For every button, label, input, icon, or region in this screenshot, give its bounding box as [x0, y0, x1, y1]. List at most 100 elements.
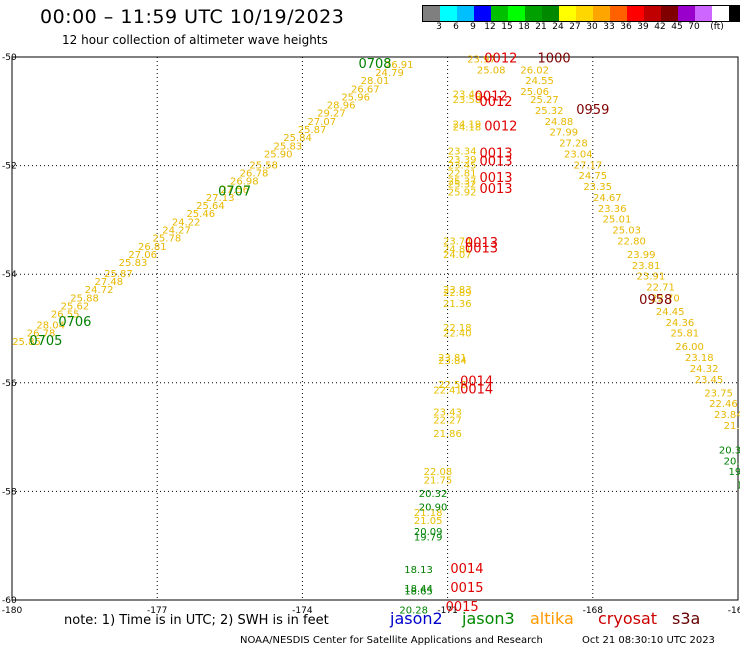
credit-text: NOAA/NESDIS Center for Satellite Applica… [240, 635, 543, 646]
color-swatch [474, 6, 491, 21]
wave-height-value: 26.81 [138, 242, 167, 253]
wave-height-value: 22.40 [443, 329, 472, 340]
pass-time-label: 0014 [450, 562, 483, 577]
wave-height-value: 24.32 [690, 364, 719, 375]
wave-height-value: 25.85 [12, 337, 41, 348]
wave-height-value: 26.02 [520, 65, 549, 76]
pass-time-label: 0013 [479, 182, 512, 197]
legend-item-jason3: jason3 [462, 609, 515, 628]
pass-time-label: 0014 [460, 383, 493, 398]
wave-height-value: 23.46 [453, 90, 482, 101]
wave-height-value: 25.87 [298, 125, 327, 136]
color-swatch [644, 6, 661, 21]
wave-height-value: 25.32 [448, 179, 477, 190]
color-swatch [627, 6, 644, 21]
color-scale-label: (ft) [710, 22, 724, 32]
wave-height-value: 24.27 [162, 225, 191, 236]
color-scale-label: 33 [603, 22, 615, 32]
pass-time-label: 0012 [479, 95, 512, 110]
pass-time-label: 0707 [218, 184, 251, 199]
wave-height-value: 23.43 [433, 407, 462, 418]
x-tick-label: -180 [2, 606, 23, 616]
wave-height-value: 23.74 [443, 236, 472, 247]
color-swatch [559, 6, 576, 21]
pass-time-label: 0959 [576, 103, 609, 118]
wave-height-value: 25.64 [196, 201, 225, 212]
wave-height-value: 26.55 [51, 310, 80, 321]
wave-height-value: 24.19 [453, 120, 482, 131]
wave-height-value: 24.67 [593, 193, 622, 204]
wave-height-value: 23.34 [448, 147, 477, 158]
wave-height-value: 24.07 [443, 250, 472, 261]
wave-height-value: 27.06 [128, 250, 157, 261]
wave-height-value: 25.32 [535, 106, 564, 117]
wave-height-value: 27.28 [559, 139, 588, 150]
wave-height-value: 25.92 [448, 187, 477, 198]
wave-height-value: 23.39 [448, 155, 477, 166]
wave-height-value: 26.78 [240, 168, 269, 179]
y-tick-label: -60 [2, 596, 17, 606]
wave-height-value: 25.88 [70, 293, 99, 304]
color-scale-label: 21 [535, 22, 547, 32]
color-scale-label: 36 [620, 22, 632, 32]
legend-item-jason2: jason2 [390, 609, 443, 628]
wave-height-value: 25.83 [119, 258, 148, 269]
wave-height-value: 20.28 [399, 606, 428, 617]
wave-height-value: 24.45 [656, 307, 685, 318]
wave-height-value: 28.01 [361, 76, 390, 87]
color-swatch [542, 6, 559, 21]
y-tick-label: -58 [2, 487, 17, 497]
wave-height-value: 20.32 [419, 489, 448, 500]
wave-height-value: 25.01 [603, 215, 632, 226]
pass-time-label: 0013 [479, 146, 512, 161]
wave-height-value: 26.00 [675, 342, 704, 353]
wave-height-value: 23.84 [714, 410, 740, 421]
wave-height-value: 26.91 [385, 60, 414, 71]
color-scale-label: 18 [518, 22, 530, 32]
color-scale-label: 24 [552, 22, 564, 32]
color-swatch [423, 6, 440, 21]
pass-time-label: 0706 [58, 315, 91, 330]
wave-height-value: 22.71 [646, 282, 675, 293]
color-scale-label: 30 [586, 22, 598, 32]
y-tick-label: -54 [2, 270, 17, 280]
wave-height-value: 22.80 [617, 236, 646, 247]
page-subtitle: 12 hour collection of altimeter wave hei… [62, 33, 328, 47]
wave-height-value: 26.98 [230, 177, 259, 188]
pass-time-label: 0958 [639, 293, 672, 308]
wave-height-value: 24.22 [172, 217, 201, 228]
wave-height-value: 22.08 [424, 467, 453, 478]
color-scale-label: 6 [453, 22, 459, 32]
wave-height-value: 23.91 [637, 272, 666, 283]
wave-height-value: 25.87 [104, 269, 133, 280]
wave-height-value: 22.18 [443, 323, 472, 334]
color-swatch [457, 6, 474, 21]
wave-height-value: 28.04 [36, 321, 65, 332]
wave-height-value: 24.72 [85, 285, 114, 296]
color-swatch [610, 6, 627, 21]
color-scale-label: 42 [654, 22, 666, 32]
color-scale-label: 12 [484, 22, 496, 32]
wave-height-value: 21.18 [414, 508, 443, 519]
pass-time-label: 0013 [465, 236, 498, 251]
pass-time-label: 0705 [29, 334, 62, 349]
wave-height-value: 21.36 [443, 299, 472, 310]
y-tick-label: -50 [2, 53, 17, 63]
wave-height-value: 21.05 [414, 516, 443, 527]
color-swatch [508, 6, 525, 21]
footer-note: note: 1) Time is in UTC; 2) SWH is in fe… [64, 613, 329, 628]
pass-time-label: 0708 [358, 57, 391, 72]
pass-time-label: 0015 [446, 600, 479, 615]
wave-height-value: 24.79 [375, 68, 404, 79]
wave-height-value: 23.04 [564, 149, 593, 160]
color-swatch [695, 6, 712, 21]
wave-height-value: 25.96 [341, 92, 370, 103]
color-scale-label: 3 [436, 22, 442, 32]
wave-height-value: 27.48 [94, 277, 123, 288]
pass-time-label: 0014 [460, 375, 493, 390]
wave-height-value: 26.78 [27, 329, 56, 340]
pass-time-label: 0012 [475, 89, 508, 104]
color-swatch [576, 6, 593, 21]
color-swatch [440, 6, 457, 21]
wave-height-value: 24.81 [443, 244, 472, 255]
